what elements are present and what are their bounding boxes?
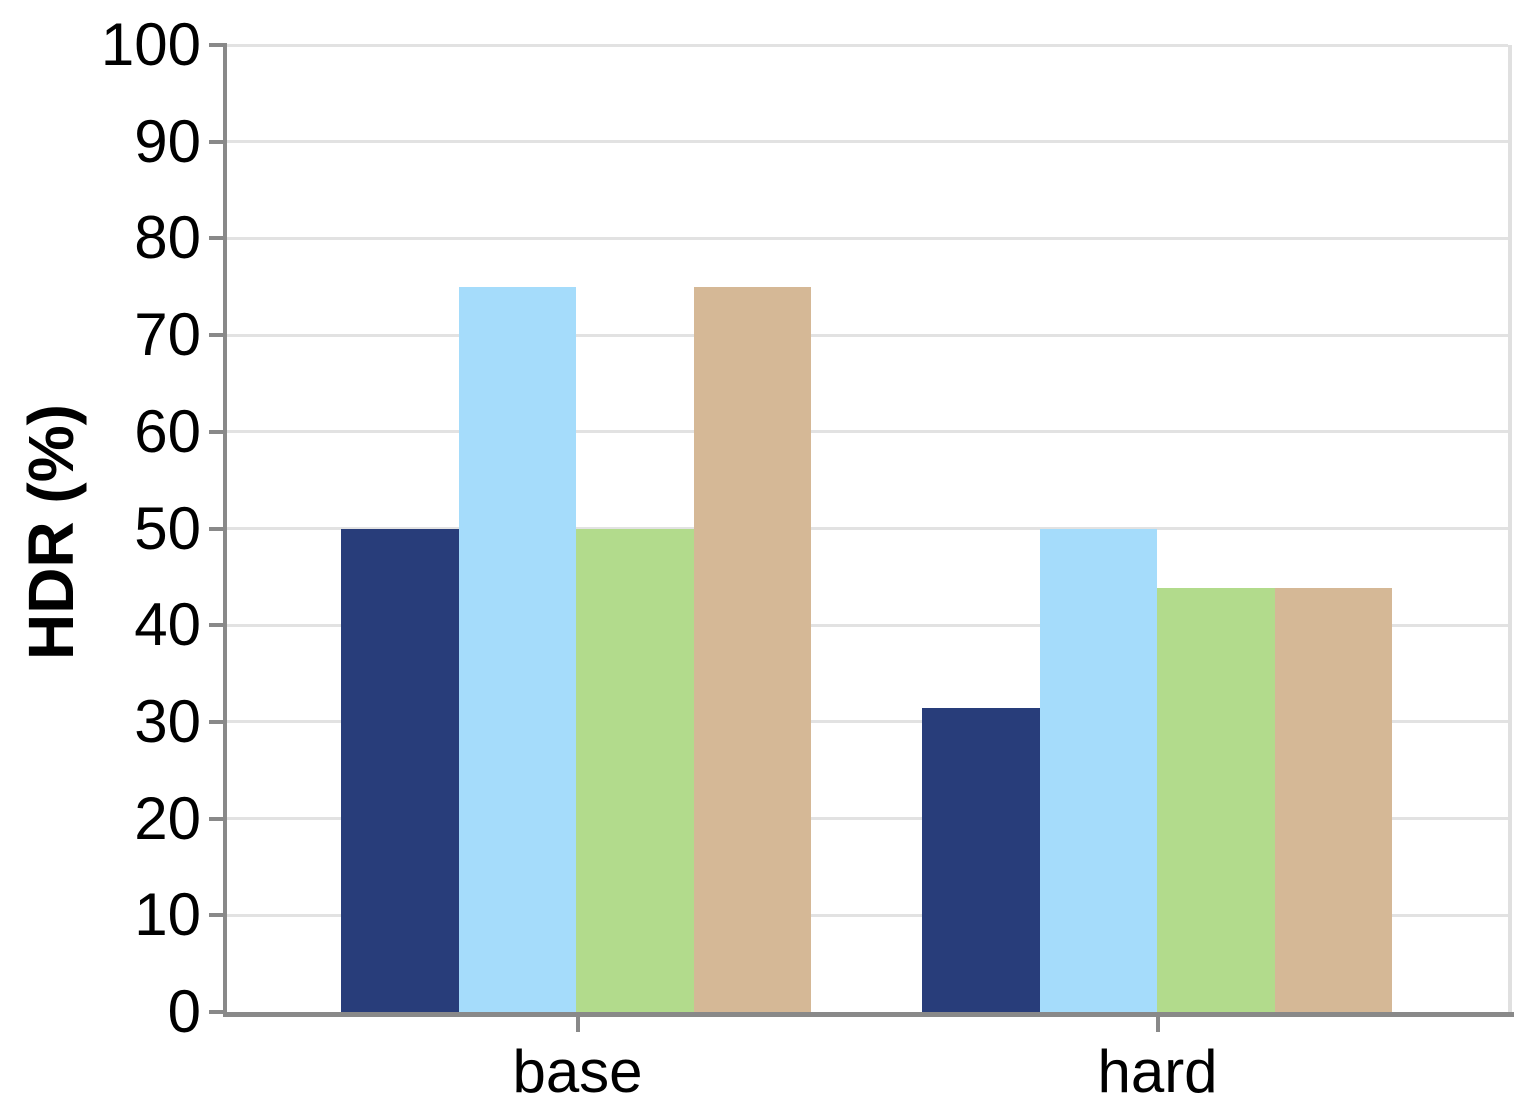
y-tick-label: 40 bbox=[134, 591, 201, 659]
x-tick-label-hard: hard bbox=[1097, 1038, 1218, 1105]
y-tick-label: 80 bbox=[134, 204, 201, 272]
y-gridline bbox=[227, 623, 1508, 627]
x-tick-mark bbox=[575, 1016, 580, 1032]
y-gridline bbox=[227, 43, 1508, 47]
x-tick-label-base: base bbox=[512, 1038, 643, 1105]
y-tick-mark bbox=[209, 719, 227, 724]
y-tick-mark bbox=[209, 623, 227, 628]
y-gridline bbox=[227, 817, 1508, 821]
y-tick-label: 70 bbox=[134, 301, 201, 369]
y-gridline bbox=[227, 913, 1508, 917]
bar-base-green bbox=[576, 528, 694, 1012]
y-tick-label: 50 bbox=[134, 494, 201, 562]
y-gridline bbox=[227, 720, 1508, 724]
bar-base-tan bbox=[693, 286, 811, 1012]
y-tick-mark bbox=[209, 236, 227, 241]
y-tick-mark bbox=[209, 913, 227, 918]
y-tick-label: 60 bbox=[134, 397, 201, 465]
y-tick-mark bbox=[209, 526, 227, 531]
y-tick-mark bbox=[209, 1010, 227, 1014]
bar-base-navy bbox=[341, 528, 459, 1012]
y-tick-label: 10 bbox=[134, 881, 201, 949]
y-gridline bbox=[227, 527, 1508, 530]
y-tick-label: 90 bbox=[134, 107, 201, 175]
x-axis-line bbox=[223, 1012, 1514, 1017]
bar-hard-light-blue bbox=[1039, 528, 1157, 1012]
y-tick-mark bbox=[209, 139, 227, 144]
y-axis-line bbox=[223, 45, 227, 1014]
right-spine bbox=[1508, 45, 1512, 1014]
y-tick-label: 30 bbox=[134, 687, 201, 755]
y-gridline bbox=[227, 333, 1508, 337]
y-gridline bbox=[227, 430, 1508, 434]
bar-base-light-blue bbox=[458, 286, 576, 1012]
bar-hard-tan bbox=[1274, 588, 1392, 1012]
x-tick-mark bbox=[1155, 1016, 1160, 1032]
y-tick-mark bbox=[209, 429, 227, 434]
y-gridline bbox=[227, 236, 1508, 240]
y-tick-label: 100 bbox=[100, 11, 201, 78]
y-gridline bbox=[227, 140, 1508, 144]
bar-hard-green bbox=[1157, 588, 1275, 1012]
y-tick-mark bbox=[209, 333, 227, 338]
y-tick-mark bbox=[209, 816, 227, 821]
bar-hard-navy bbox=[922, 708, 1040, 1012]
y-tick-label: 0 bbox=[167, 978, 201, 1045]
y-tick-label: 20 bbox=[134, 784, 201, 852]
y-tick-mark bbox=[209, 43, 227, 47]
